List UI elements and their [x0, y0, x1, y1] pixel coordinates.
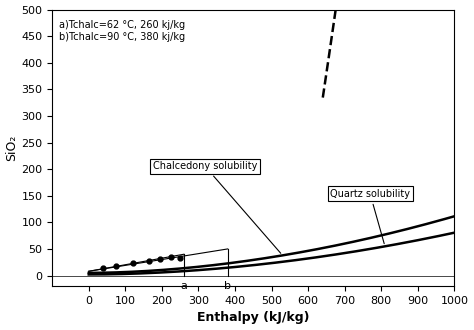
X-axis label: Enthalpy (kJ/kg): Enthalpy (kJ/kg) — [197, 312, 310, 324]
Text: a: a — [181, 281, 187, 291]
Text: Chalcedony solubility: Chalcedony solubility — [153, 161, 281, 253]
Text: Quartz solubility: Quartz solubility — [330, 189, 410, 244]
Text: b: b — [224, 281, 231, 291]
Y-axis label: SiO₂: SiO₂ — [6, 135, 18, 161]
Text: a)Tchalc=62 °C, 260 kj/kg
b)Tchalc=90 °C, 380 kj/kg: a)Tchalc=62 °C, 260 kj/kg b)Tchalc=90 °C… — [60, 20, 186, 42]
Text: Maximum steam loss: Maximum steam loss — [0, 329, 1, 330]
